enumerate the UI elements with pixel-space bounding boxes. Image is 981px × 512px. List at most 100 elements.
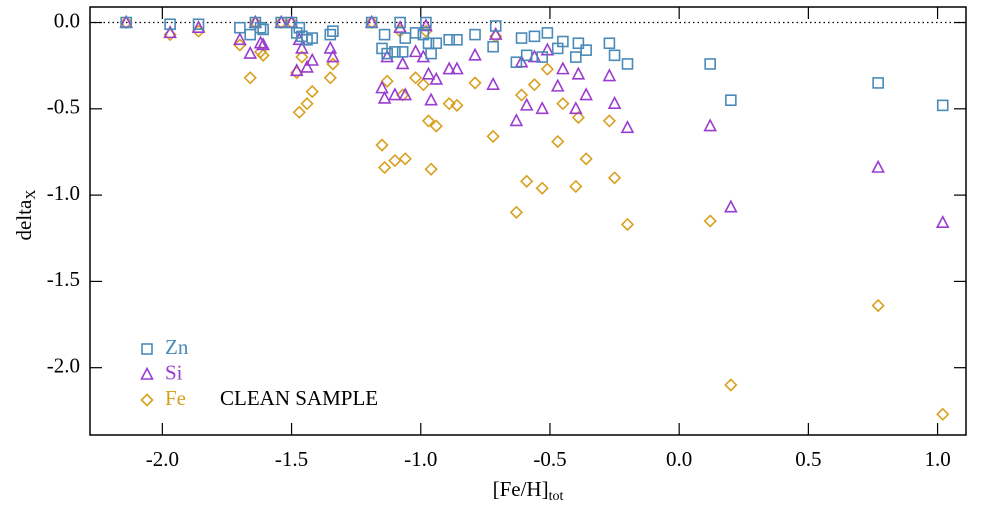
point-fe [556, 97, 570, 111]
point-si [602, 68, 617, 82]
point-si [509, 113, 524, 127]
point-zn [580, 44, 592, 56]
point-si [295, 40, 309, 54]
point-fe [398, 152, 412, 166]
point-si [243, 45, 258, 59]
point-fe [486, 129, 500, 144]
annotation: CLEAN SAMPLE [220, 386, 378, 410]
x-tick-label: 0.5 [795, 447, 821, 471]
point-zn [254, 21, 267, 34]
point-si [550, 78, 565, 92]
x-tick-label: 0.0 [666, 447, 692, 471]
point-si [486, 76, 500, 90]
point-si [326, 49, 340, 63]
point-fe [256, 48, 270, 62]
point-fe [527, 78, 542, 92]
point-si [450, 61, 464, 75]
point-fe [468, 76, 482, 90]
point-fe [377, 160, 392, 175]
point-zn [425, 47, 437, 60]
point-si [424, 92, 438, 106]
point-si [305, 52, 320, 66]
point-si [607, 95, 622, 109]
point-si [429, 71, 444, 85]
point-si [300, 59, 314, 73]
point-fe [607, 171, 622, 185]
point-si [935, 215, 950, 229]
point-zn [572, 37, 585, 50]
point-si [375, 80, 389, 94]
point-si [253, 35, 268, 49]
point-fe [429, 119, 443, 133]
point-fe [871, 298, 885, 313]
legend-label: Fe [165, 386, 186, 410]
point-si [256, 37, 270, 51]
y-tick-label: 0.0 [54, 8, 80, 32]
point-si [323, 40, 338, 54]
point-zn [192, 18, 205, 31]
point-fe [243, 71, 257, 85]
legend-marker [141, 343, 153, 355]
point-zn [420, 16, 432, 29]
point-fe [292, 105, 306, 119]
point-zn [936, 99, 949, 112]
point-zn [451, 33, 463, 46]
point-fe [421, 114, 436, 128]
legend-marker [140, 366, 154, 380]
point-zn [541, 27, 554, 39]
point-fe [396, 88, 410, 102]
point-zn [608, 49, 621, 62]
y-tick-label: -2.0 [47, 354, 80, 378]
point-zn [378, 28, 391, 41]
point-fe [416, 78, 430, 92]
point-fe [191, 24, 206, 38]
point-fe [703, 214, 717, 228]
point-fe [579, 152, 593, 166]
point-fe [571, 110, 586, 125]
point-zn [469, 28, 481, 41]
legend-label: Si [165, 360, 183, 384]
point-fe [551, 134, 565, 149]
point-fe [233, 38, 247, 52]
point-si [442, 61, 457, 75]
point-zn [704, 58, 716, 70]
point-si [398, 87, 413, 101]
point-zn [536, 51, 549, 63]
point-zn [443, 33, 455, 46]
point-zn [430, 37, 443, 50]
point-zn [327, 25, 339, 37]
legend-label: Zn [165, 335, 189, 359]
point-zn [725, 94, 737, 106]
point-fe [424, 162, 438, 176]
point-fe [936, 407, 950, 421]
point-fe [450, 98, 464, 113]
point-zn [487, 40, 499, 53]
y-tick-label: -1.0 [47, 181, 80, 205]
point-fe [724, 378, 738, 392]
point-fe [380, 74, 394, 88]
point-si [233, 32, 247, 46]
x-label-main: [Fe/H] [493, 477, 549, 501]
point-zn [120, 16, 132, 29]
point-fe [442, 97, 456, 111]
point-zn [234, 21, 246, 34]
point-zn [244, 28, 257, 41]
point-zn [489, 20, 502, 32]
point-fe [305, 84, 319, 99]
point-zn [603, 37, 616, 50]
x-tick-label: 1.0 [924, 447, 950, 471]
point-fe [408, 71, 423, 85]
y-tick-label: -1.5 [47, 267, 80, 291]
point-si [388, 87, 402, 101]
point-zn [365, 16, 378, 29]
legend-marker [140, 393, 154, 407]
point-fe [514, 88, 529, 102]
point-zn [557, 35, 569, 48]
point-si [468, 47, 482, 61]
point-zn [396, 46, 409, 58]
x-tick-label: -0.5 [533, 447, 566, 471]
x-tick-label: -2.0 [146, 447, 179, 471]
point-si [421, 66, 436, 80]
point-zn [621, 58, 634, 70]
